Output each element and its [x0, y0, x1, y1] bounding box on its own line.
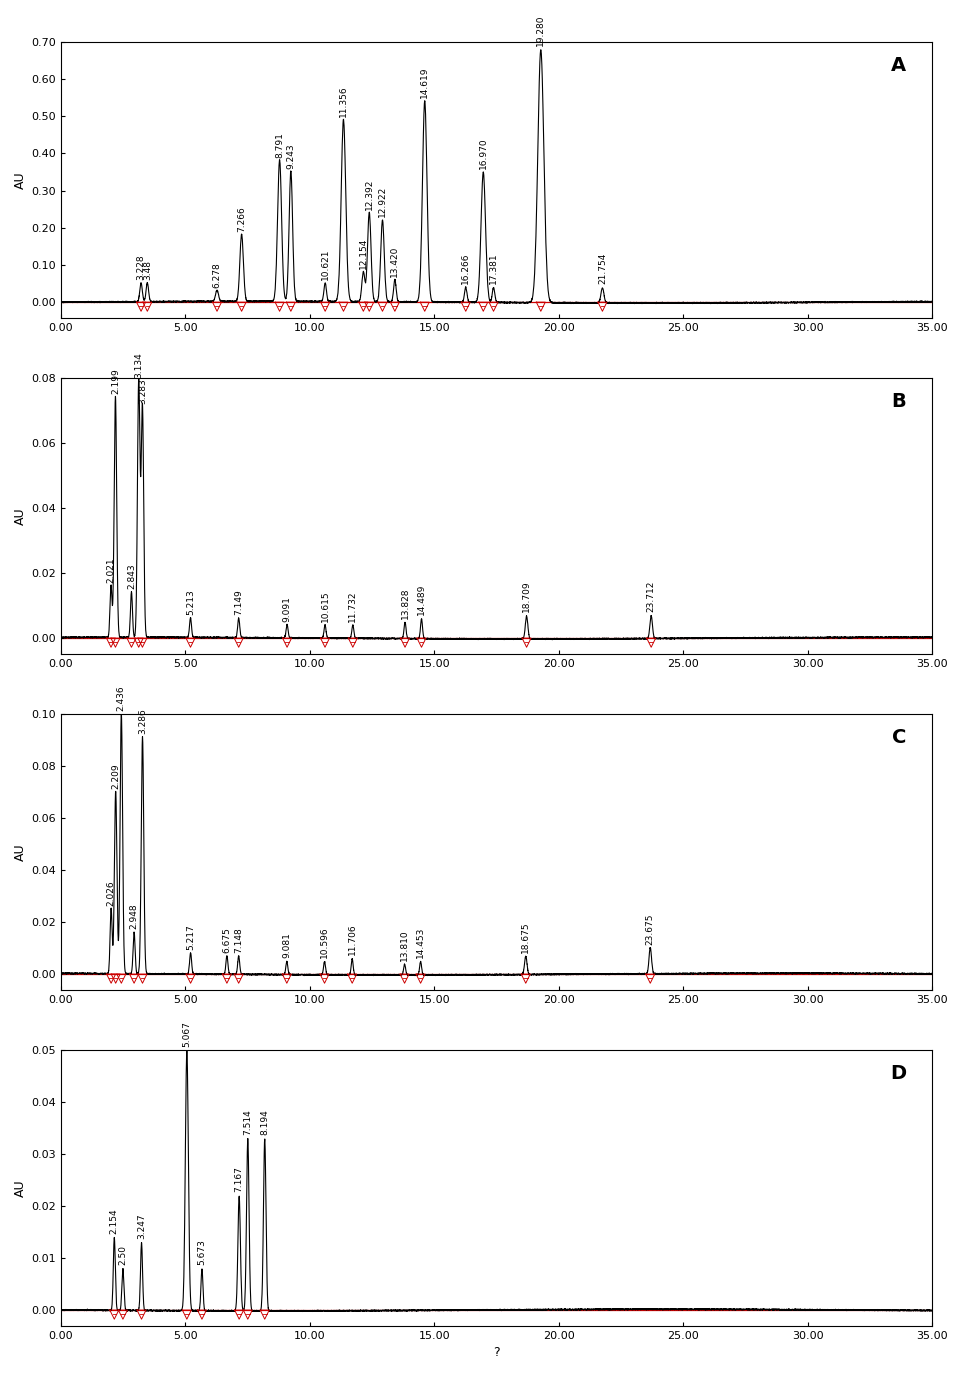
- Text: 14.453: 14.453: [416, 927, 425, 958]
- Text: 7.266: 7.266: [236, 206, 246, 232]
- Text: 3.286: 3.286: [137, 708, 147, 735]
- Text: 7.149: 7.149: [234, 590, 243, 615]
- Text: 3.247: 3.247: [136, 1214, 146, 1240]
- Text: 12.922: 12.922: [378, 185, 386, 217]
- Text: 2.021: 2.021: [107, 557, 115, 584]
- Y-axis label: AU: AU: [13, 507, 27, 524]
- Text: 5.217: 5.217: [185, 924, 195, 950]
- Text: 16.266: 16.266: [460, 253, 470, 284]
- Text: 7.148: 7.148: [234, 927, 243, 953]
- Text: 11.732: 11.732: [348, 590, 357, 622]
- Text: 2.948: 2.948: [130, 903, 138, 930]
- Text: 13.420: 13.420: [390, 246, 399, 277]
- Text: 3.134: 3.134: [135, 351, 143, 378]
- Text: 13.810: 13.810: [400, 930, 408, 961]
- Text: 2.436: 2.436: [116, 685, 126, 711]
- Text: 14.619: 14.619: [420, 67, 429, 99]
- Y-axis label: AU: AU: [13, 843, 27, 861]
- Text: 2.209: 2.209: [111, 763, 120, 788]
- Text: 6.278: 6.278: [212, 262, 221, 288]
- Text: 19.280: 19.280: [535, 15, 545, 47]
- Text: 21.754: 21.754: [598, 253, 606, 284]
- Text: 3.228: 3.228: [136, 255, 145, 280]
- Text: 3.48: 3.48: [142, 261, 152, 280]
- Text: 8.194: 8.194: [260, 1109, 269, 1135]
- X-axis label: ?: ?: [493, 1346, 500, 1359]
- Text: B: B: [891, 391, 905, 411]
- Text: 2.199: 2.199: [111, 368, 120, 394]
- Text: 6.675: 6.675: [222, 927, 232, 953]
- Text: 7.167: 7.167: [234, 1167, 243, 1192]
- Text: 2.50: 2.50: [118, 1245, 127, 1266]
- Text: 10.596: 10.596: [320, 927, 329, 958]
- Text: 14.489: 14.489: [416, 584, 426, 615]
- Y-axis label: AU: AU: [13, 1179, 27, 1196]
- Text: 16.970: 16.970: [479, 137, 487, 169]
- Text: 5.673: 5.673: [197, 1240, 207, 1266]
- Text: 10.615: 10.615: [320, 590, 330, 622]
- Text: 3.283: 3.283: [137, 378, 147, 404]
- Text: D: D: [889, 1064, 905, 1082]
- Text: 23.675: 23.675: [645, 913, 654, 945]
- Text: 17.381: 17.381: [488, 253, 498, 284]
- Text: 18.675: 18.675: [521, 921, 530, 953]
- Text: 9.243: 9.243: [286, 143, 295, 169]
- Text: 18.709: 18.709: [522, 581, 530, 612]
- Text: 11.706: 11.706: [347, 924, 357, 956]
- Text: 12.154: 12.154: [358, 238, 367, 269]
- Text: 2.154: 2.154: [110, 1208, 119, 1234]
- Text: 8.791: 8.791: [275, 132, 283, 158]
- Text: 11.356: 11.356: [338, 85, 348, 117]
- Text: 12.392: 12.392: [364, 178, 374, 210]
- Text: 7.514: 7.514: [243, 1109, 252, 1135]
- Y-axis label: AU: AU: [13, 172, 27, 188]
- Text: 23.712: 23.712: [646, 581, 655, 612]
- Text: 2.843: 2.843: [127, 564, 136, 589]
- Text: 5.067: 5.067: [183, 1020, 191, 1046]
- Text: 2.026: 2.026: [107, 880, 115, 906]
- Text: 13.828: 13.828: [400, 588, 409, 619]
- Text: 10.621: 10.621: [320, 249, 330, 280]
- Text: 5.213: 5.213: [185, 590, 195, 615]
- Text: 9.091: 9.091: [283, 596, 291, 622]
- Text: 9.081: 9.081: [282, 932, 291, 958]
- Text: C: C: [891, 728, 905, 747]
- Text: A: A: [890, 55, 905, 74]
